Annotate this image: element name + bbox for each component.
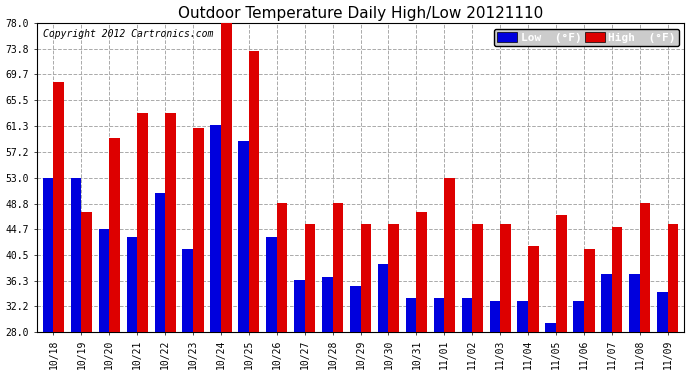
Bar bbox=[416, 212, 427, 332]
Bar bbox=[406, 298, 416, 332]
Bar bbox=[165, 113, 176, 332]
Text: Copyright 2012 Cartronics.com: Copyright 2012 Cartronics.com bbox=[43, 29, 213, 39]
Bar bbox=[238, 141, 249, 332]
Bar bbox=[249, 51, 259, 332]
Legend: Low  (°F), High  (°F): Low (°F), High (°F) bbox=[494, 28, 679, 46]
Bar bbox=[629, 274, 640, 332]
Bar bbox=[294, 280, 305, 332]
Bar bbox=[210, 125, 221, 332]
Bar bbox=[584, 249, 595, 332]
Bar bbox=[556, 215, 566, 332]
Bar bbox=[612, 227, 622, 332]
Bar bbox=[109, 138, 120, 332]
Bar bbox=[193, 128, 204, 332]
Bar bbox=[528, 246, 539, 332]
Bar bbox=[573, 302, 584, 332]
Bar bbox=[657, 292, 668, 332]
Bar bbox=[361, 224, 371, 332]
Bar bbox=[500, 224, 511, 332]
Bar bbox=[388, 224, 399, 332]
Bar bbox=[378, 264, 388, 332]
Bar bbox=[462, 298, 472, 332]
Bar bbox=[640, 202, 651, 332]
Bar bbox=[126, 237, 137, 332]
Bar bbox=[322, 277, 333, 332]
Bar bbox=[545, 323, 556, 332]
Bar bbox=[333, 202, 343, 332]
Bar bbox=[182, 249, 193, 332]
Bar bbox=[518, 302, 528, 332]
Bar bbox=[155, 193, 165, 332]
Title: Outdoor Temperature Daily High/Low 20121110: Outdoor Temperature Daily High/Low 20121… bbox=[178, 6, 543, 21]
Bar bbox=[472, 224, 483, 332]
Bar bbox=[305, 224, 315, 332]
Bar bbox=[99, 229, 109, 332]
Bar bbox=[81, 212, 92, 332]
Bar bbox=[43, 178, 53, 332]
Bar bbox=[137, 113, 148, 332]
Bar bbox=[434, 298, 444, 332]
Bar bbox=[53, 82, 64, 332]
Bar bbox=[668, 224, 678, 332]
Bar bbox=[71, 178, 81, 332]
Bar bbox=[490, 302, 500, 332]
Bar bbox=[444, 178, 455, 332]
Bar bbox=[350, 286, 361, 332]
Bar bbox=[266, 237, 277, 332]
Bar bbox=[221, 23, 232, 332]
Bar bbox=[277, 202, 288, 332]
Bar bbox=[601, 274, 612, 332]
